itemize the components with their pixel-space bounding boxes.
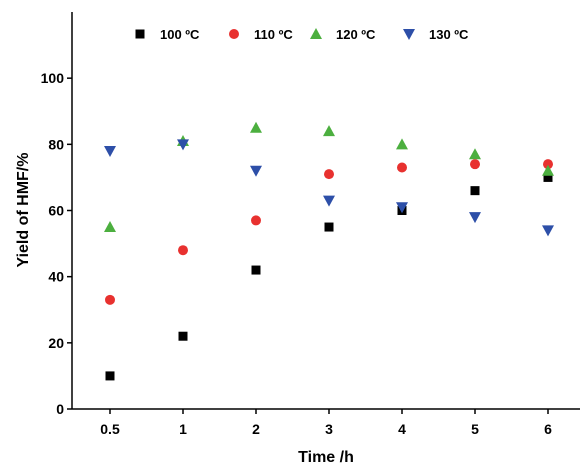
data-point	[470, 186, 480, 196]
data-point	[178, 331, 188, 341]
x-tick-label: 3	[325, 421, 333, 437]
data-point	[469, 212, 481, 224]
x-axis-ticks: 0.5 1 2 3 4 5 6	[100, 409, 552, 437]
y-tick-label: 20	[48, 335, 64, 351]
data-point	[397, 162, 407, 173]
data-point	[105, 294, 115, 305]
legend-label: 100 ºC	[160, 27, 200, 42]
series-3	[104, 139, 554, 237]
legend-marker	[135, 29, 145, 39]
legend-label: 130 ºC	[429, 27, 469, 42]
plot-frame	[71, 12, 580, 410]
data-point	[542, 225, 554, 237]
x-tick-label: 5	[471, 421, 479, 437]
data-point	[543, 172, 553, 182]
legend-item: 130 ºC	[403, 27, 469, 42]
data-point	[323, 125, 335, 137]
data-point	[250, 121, 262, 133]
data-point	[250, 165, 262, 177]
y-tick-label: 40	[48, 269, 64, 285]
legend-marker	[310, 28, 322, 39]
y-axis-ticks: 0 20 40 60 80 100	[41, 70, 72, 417]
data-point	[324, 222, 334, 232]
x-tick-label: 1	[179, 421, 187, 437]
data-point	[542, 164, 554, 176]
x-tick-label: 0.5	[100, 421, 120, 437]
legend-label: 110 ºC	[254, 27, 293, 42]
data-point	[470, 159, 480, 170]
legend-marker	[229, 29, 239, 39]
legend-marker	[403, 29, 415, 40]
data-point	[396, 202, 408, 214]
data-point	[396, 138, 408, 150]
data-point	[105, 371, 115, 381]
data-point	[323, 195, 335, 207]
data-point	[251, 265, 261, 275]
data-point	[469, 148, 481, 160]
legend-label: 120 ºC	[336, 27, 376, 42]
legend-item: 100 ºC	[135, 27, 200, 42]
y-tick-label: 80	[48, 136, 64, 152]
legend: 100 ºC 110 ºC 120 ºC 130 ºC	[135, 27, 469, 42]
data-point	[543, 159, 553, 170]
series-layer	[104, 121, 554, 381]
series-1	[105, 159, 553, 305]
y-tick-label: 60	[48, 203, 64, 219]
data-point	[251, 215, 261, 226]
legend-item: 120 ºC	[310, 27, 376, 42]
x-tick-label: 6	[544, 421, 552, 437]
y-axis-title: Yield of HMF/%	[15, 153, 32, 268]
x-axis-title: Time /h	[298, 449, 354, 466]
data-point	[104, 145, 116, 157]
y-tick-label: 100	[41, 70, 65, 86]
x-tick-label: 4	[398, 421, 406, 437]
data-point	[177, 139, 189, 151]
x-tick-label: 2	[252, 421, 260, 437]
data-point	[178, 245, 188, 256]
data-point	[104, 221, 116, 233]
legend-item: 110 ºC	[229, 27, 293, 42]
y-tick-label: 0	[56, 401, 64, 417]
data-point	[324, 169, 334, 180]
